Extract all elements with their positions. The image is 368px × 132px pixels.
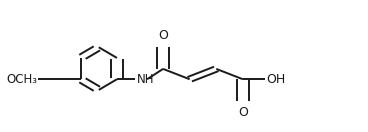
Text: O: O xyxy=(238,106,248,119)
Text: NH: NH xyxy=(137,73,154,86)
Text: OCH₃: OCH₃ xyxy=(6,73,38,86)
Text: O: O xyxy=(158,29,168,42)
Text: OH: OH xyxy=(266,73,285,86)
